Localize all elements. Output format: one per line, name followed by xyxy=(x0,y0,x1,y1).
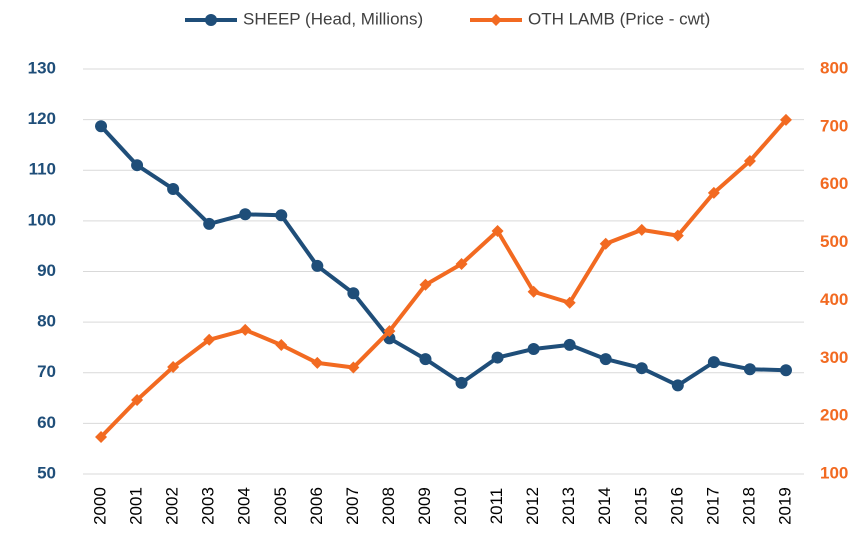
marker xyxy=(599,237,612,250)
y2-tick-label: 800 xyxy=(820,58,848,77)
legend-marker xyxy=(490,14,502,26)
x-tick-label: 2007 xyxy=(343,487,362,525)
marker xyxy=(419,353,432,366)
marker xyxy=(275,209,288,222)
x-tick-label: 2011 xyxy=(487,488,506,525)
x-tick-label: 2005 xyxy=(271,487,290,525)
y-tick-label: 60 xyxy=(37,413,56,432)
x-tick-label: 2000 xyxy=(91,487,110,525)
series-line xyxy=(99,118,788,439)
marker xyxy=(671,379,684,392)
legend-marker xyxy=(205,14,217,26)
y2-tick-label: 700 xyxy=(820,116,848,135)
y2-tick-label: 300 xyxy=(820,348,848,367)
x-tick-label: 2003 xyxy=(199,487,218,525)
marker xyxy=(311,259,324,272)
marker xyxy=(131,159,144,172)
marker xyxy=(527,342,540,355)
marker xyxy=(455,257,468,270)
y-tick-label: 80 xyxy=(37,312,56,331)
marker xyxy=(671,229,684,242)
y2-tick-label: 400 xyxy=(820,290,848,309)
marker xyxy=(743,154,756,167)
x-tick-label: 2017 xyxy=(703,487,722,525)
marker xyxy=(131,393,144,406)
marker xyxy=(455,376,468,389)
y-tick-label: 120 xyxy=(28,109,56,128)
marker xyxy=(635,223,648,236)
x-tick-label: 2010 xyxy=(451,487,470,525)
series-line xyxy=(99,124,787,388)
marker xyxy=(563,338,576,351)
marker xyxy=(383,325,396,338)
x-tick-label: 2001 xyxy=(127,487,146,525)
x-tick-label: 2006 xyxy=(307,487,326,525)
marker xyxy=(743,363,756,376)
x-tick-label: 2009 xyxy=(415,487,434,525)
marker xyxy=(779,364,792,377)
x-tick-label: 2002 xyxy=(163,487,182,525)
y-tick-label: 70 xyxy=(37,362,56,381)
marker xyxy=(203,333,216,346)
y-tick-label: 100 xyxy=(28,210,56,229)
marker xyxy=(203,217,216,230)
marker xyxy=(419,278,432,291)
marker xyxy=(239,208,252,221)
marker xyxy=(167,182,180,195)
x-tick-label: 2019 xyxy=(775,487,794,525)
x-tick-label: 2015 xyxy=(631,487,650,525)
x-tick-label: 2016 xyxy=(667,487,686,525)
y-tick-label: 50 xyxy=(37,463,56,482)
marker xyxy=(491,225,504,237)
marker xyxy=(599,353,612,366)
marker xyxy=(239,323,252,336)
marker xyxy=(707,356,720,369)
y2-tick-label: 500 xyxy=(820,232,848,251)
y-tick-label: 110 xyxy=(29,160,56,179)
marker xyxy=(635,362,648,375)
x-tick-label: 2008 xyxy=(379,487,398,525)
x-tick-label: 2004 xyxy=(235,487,254,525)
marker xyxy=(707,186,720,199)
marker xyxy=(491,351,504,364)
marker xyxy=(275,338,288,351)
y2-tick-label: 600 xyxy=(820,174,848,193)
x-tick-label: 2013 xyxy=(559,487,578,525)
x-tick-label: 2014 xyxy=(595,487,614,525)
x-tick-label: 2012 xyxy=(523,487,542,525)
marker xyxy=(95,120,108,133)
x-tick-label: 2018 xyxy=(739,487,758,525)
y2-tick-label: 100 xyxy=(820,463,848,482)
legend-label: OTH LAMB (Price - cwt) xyxy=(528,9,710,28)
marker xyxy=(347,361,360,374)
marker xyxy=(95,430,108,443)
marker xyxy=(347,287,360,300)
marker xyxy=(167,360,180,373)
marker xyxy=(527,285,540,298)
legend-label: SHEEP (Head, Millions) xyxy=(243,9,423,28)
y-tick-label: 130 xyxy=(28,58,56,77)
marker xyxy=(311,356,324,369)
y2-tick-label: 200 xyxy=(820,406,848,425)
marker xyxy=(563,296,576,309)
y-tick-label: 90 xyxy=(37,261,56,280)
marker xyxy=(779,113,792,126)
